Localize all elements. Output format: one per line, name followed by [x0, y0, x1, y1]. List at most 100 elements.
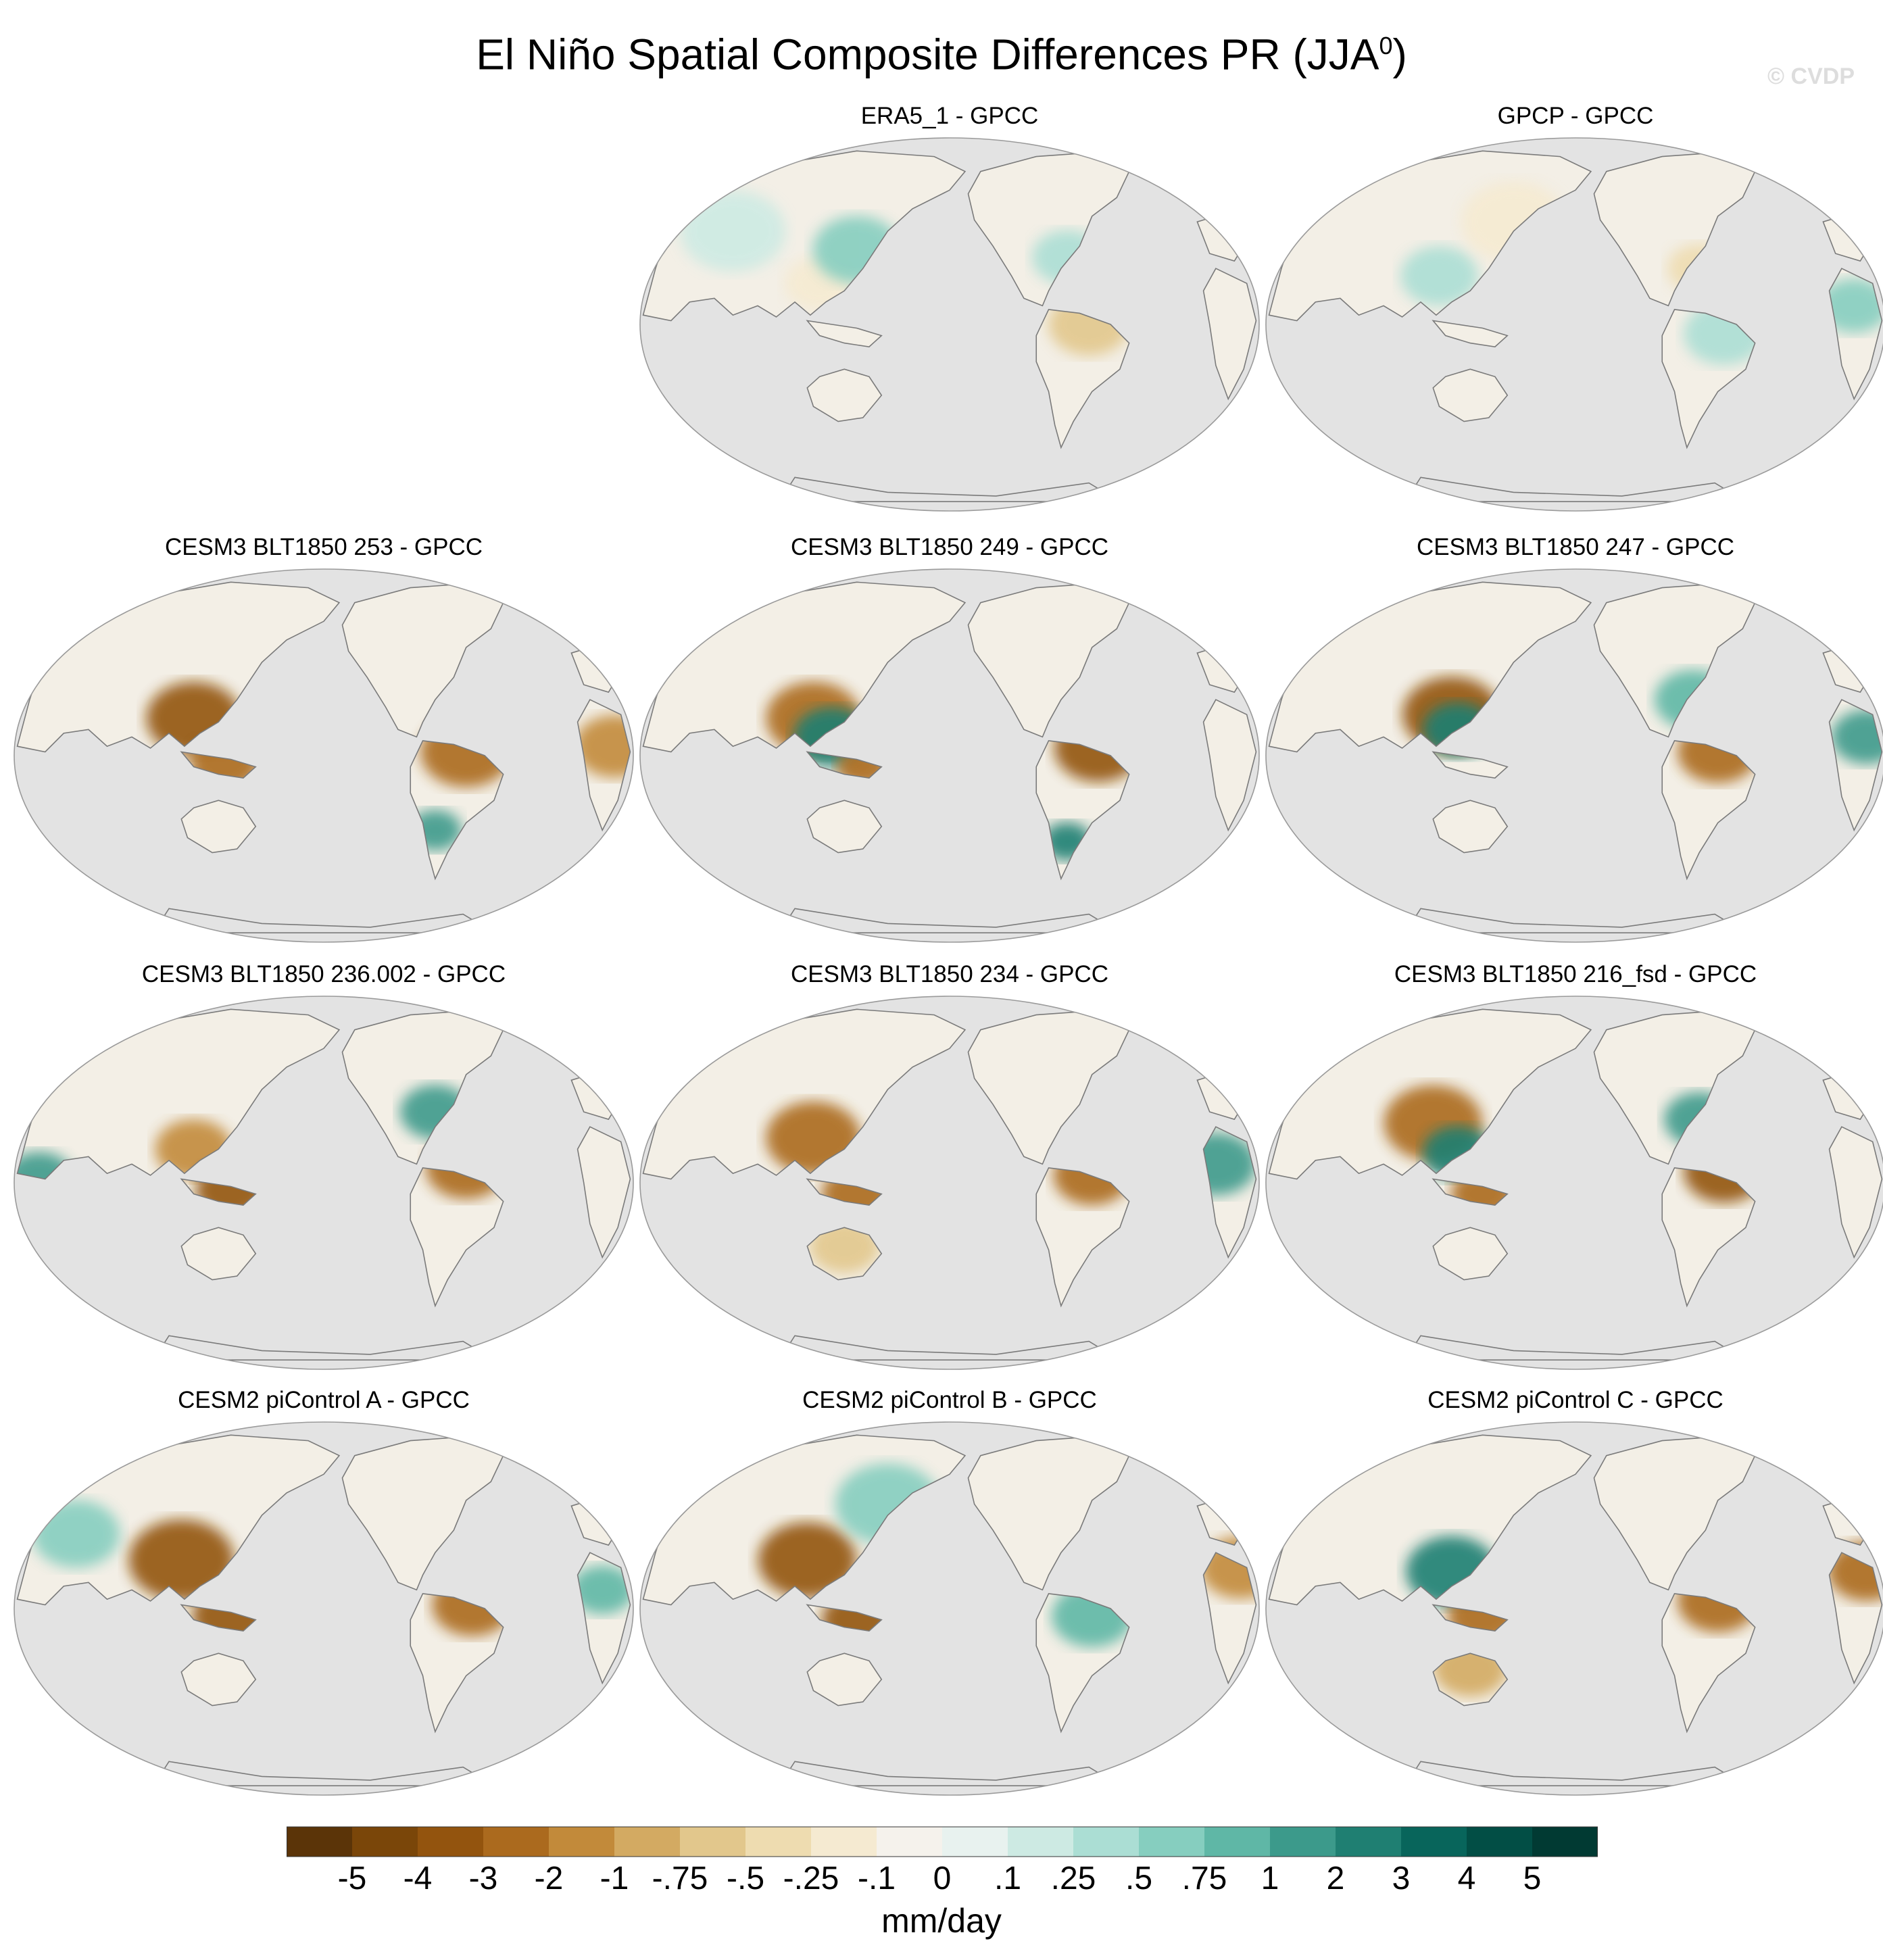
coastline [1432, 751, 1509, 779]
colorbar-box [1467, 1827, 1532, 1857]
land-greenland [503, 577, 553, 610]
colorbar-tick-label: -4 [403, 1861, 433, 1896]
world-map [14, 996, 634, 1370]
land-greenland [1129, 577, 1179, 610]
coastline [577, 1552, 631, 1685]
colorbar-outline [287, 1826, 1598, 1857]
title-superscript: 0 [1379, 32, 1393, 59]
panel-title: CESM3 BLT1850 247 - GPCC [1416, 534, 1735, 560]
land-seasia [807, 320, 882, 347]
world-map [639, 568, 1260, 943]
colorbar-box [1532, 1827, 1598, 1857]
coastline [806, 800, 883, 854]
colorbar-tick-label: -5 [337, 1861, 367, 1896]
panel-title: ERA5_1 - GPCC [860, 103, 1039, 129]
map-frame [639, 137, 1260, 512]
coastline [1661, 1593, 1756, 1734]
land-australia [1433, 369, 1508, 422]
world-map [14, 568, 634, 943]
land-namerica [342, 584, 504, 737]
colorbar-tick-label: 1 [1261, 1861, 1279, 1896]
land-namerica [968, 153, 1129, 306]
colorbar-tick-label: -2 [534, 1861, 564, 1896]
colorbar-box [1139, 1827, 1204, 1857]
coastline [410, 1167, 504, 1308]
coastline [1128, 1429, 1179, 1464]
land-australia [807, 369, 882, 422]
land-samerica [1662, 1167, 1755, 1306]
coastline [502, 1003, 554, 1038]
colorbar-box [1204, 1827, 1270, 1857]
colorbar-tick-label: 4 [1457, 1861, 1476, 1896]
land-australia [1433, 1227, 1508, 1280]
coastline [1828, 1552, 1883, 1685]
world-map [1265, 568, 1883, 943]
colorbar-box [1336, 1827, 1401, 1857]
land-australia [181, 1227, 256, 1280]
land-seasia [1433, 320, 1508, 347]
land-antarctica [1405, 908, 1746, 933]
title-close: ) [1392, 30, 1407, 79]
colorbar-box [877, 1827, 942, 1857]
land-australia [807, 800, 882, 853]
land-greenland [1755, 1429, 1805, 1463]
land-samerica [410, 1167, 504, 1306]
land-namerica [968, 584, 1129, 737]
coastline [1202, 1126, 1257, 1259]
land-seasia [1433, 752, 1508, 779]
panel-title: CESM2 piControl B - GPCC [802, 1387, 1097, 1413]
map-frame [14, 1421, 634, 1796]
coastline [1432, 1604, 1509, 1632]
colorbar-tick-label: -3 [468, 1861, 498, 1896]
world-map [1265, 996, 1883, 1370]
colorbar-tick-label: 5 [1523, 1861, 1542, 1896]
colorbar-box [483, 1827, 549, 1857]
colorbar-tick-label: 3 [1392, 1861, 1411, 1896]
map-frame [639, 996, 1260, 1370]
colorbar-box [352, 1827, 418, 1857]
precip-anomaly-field [1400, 181, 1882, 365]
colorbar-box [418, 1827, 483, 1857]
land-australia [1433, 800, 1508, 853]
map-panel: CESM3 BLT1850 236.002 - GPCC [9, 961, 638, 1394]
land-greenland [1129, 1429, 1179, 1463]
land-namerica [1594, 1011, 1755, 1165]
panel-title: CESM3 BLT1850 236.002 - GPCC [141, 961, 506, 987]
panel-title: CESM3 BLT1850 234 - GPCC [790, 961, 1109, 987]
cvdp-watermark: © CVDP [1767, 64, 1855, 89]
map-panel: ERA5_1 - GPCC [635, 103, 1264, 535]
coastline [1661, 309, 1756, 449]
coastline [1202, 268, 1257, 401]
land-greenland [1755, 577, 1805, 610]
land-namerica [1594, 153, 1755, 306]
map-frame [14, 568, 634, 943]
map-panel: CESM3 BLT1850 247 - GPCC [1261, 534, 1883, 966]
coastline [1661, 740, 1756, 881]
coastline [806, 1604, 883, 1632]
land-namerica [968, 1437, 1129, 1590]
land-australia [807, 1653, 882, 1706]
colorbar-tick-label: .5 [1125, 1861, 1153, 1896]
coastline [577, 699, 631, 832]
colorbar-tick-label: .1 [994, 1861, 1022, 1896]
coastline [1432, 1227, 1509, 1281]
land-antarctica [779, 477, 1120, 502]
land-greenland [503, 1429, 553, 1463]
coastline [1035, 1593, 1130, 1734]
coastline [180, 1604, 257, 1632]
colorbar-tick-label: -.75 [652, 1861, 708, 1896]
coastline [1432, 1178, 1509, 1206]
coastline [410, 1593, 504, 1734]
coastline [180, 800, 257, 854]
colorbar-tick-label: -.1 [857, 1861, 896, 1896]
panel-title: CESM2 piControl A - GPCC [178, 1387, 470, 1413]
colorbar-box [942, 1827, 1008, 1857]
colorbar-tick-label: .75 [1181, 1861, 1227, 1896]
coastline [1661, 1167, 1756, 1308]
colorbar-tick-label: -.25 [783, 1861, 839, 1896]
coastline [180, 1227, 257, 1281]
map-frame [14, 996, 634, 1370]
colorbar-box [811, 1827, 877, 1857]
colorbar-tick-label: 2 [1326, 1861, 1345, 1896]
colorbar-box [1270, 1827, 1336, 1857]
